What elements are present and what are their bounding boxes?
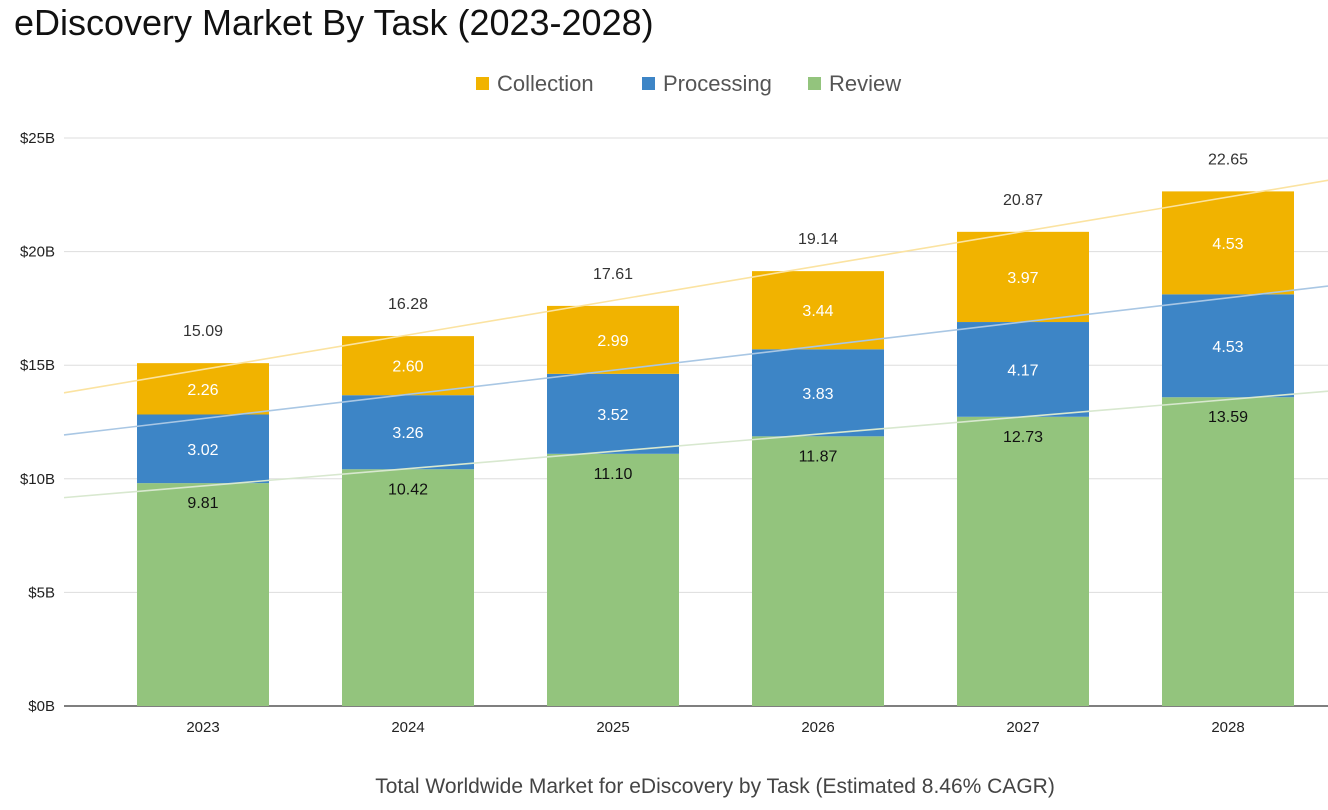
trendline-processing [63, 285, 1328, 436]
trendline-review [63, 390, 1328, 499]
legend-label-review: Review [829, 71, 901, 96]
bar-segment-collection [1162, 191, 1294, 295]
y-tick-label: $5B [28, 584, 55, 601]
data-label-collection: 2.26 [187, 382, 218, 399]
data-labels: 9.81 3.02 2.26 15.09 10.42 3.26 2.60 16.28 11.10… [183, 151, 1248, 512]
data-label-collection: 4.53 [1212, 236, 1243, 253]
bar-segment-review [547, 453, 679, 706]
bar-segment-processing [752, 349, 884, 437]
bar-segment-review [342, 469, 474, 706]
bar-segment-review [957, 416, 1089, 706]
bar-segment-processing [1162, 294, 1294, 398]
total-label: 22.65 [1208, 151, 1248, 168]
legend: Collection Processing Review [476, 71, 901, 96]
chart-title: eDiscovery Market By Task (2023-2028) [14, 2, 654, 43]
legend-label-processing: Processing [663, 71, 772, 96]
y-tick-label: $25B [20, 130, 55, 147]
bar-segment-collection [752, 271, 884, 350]
bar-segment-collection [957, 231, 1089, 323]
x-tick-label: 2024 [391, 719, 424, 736]
bar-segment-collection [137, 363, 269, 415]
y-tick-label: $15B [20, 357, 55, 374]
y-axis-ticks: $0B $5B $10B $15B $20B $25B [20, 130, 55, 715]
total-label: 16.28 [388, 296, 428, 313]
y-tick-label: $10B [20, 471, 55, 488]
bar-segment-review [137, 483, 269, 706]
gridlines [64, 137, 1328, 707]
data-label-processing: 4.53 [1212, 339, 1243, 356]
data-label-review: 9.81 [187, 495, 218, 512]
bar-segment-processing [957, 322, 1089, 417]
data-label-review: 12.73 [1003, 429, 1043, 446]
legend-swatch-collection [476, 77, 489, 90]
data-label-review: 10.42 [388, 481, 428, 498]
x-tick-label: 2025 [596, 719, 629, 736]
data-label-collection: 3.44 [802, 303, 833, 320]
x-tick-label: 2028 [1211, 719, 1244, 736]
data-label-review: 11.10 [594, 466, 633, 483]
bar-segment-review [752, 436, 884, 706]
data-label-review: 13.59 [1208, 409, 1248, 426]
bars [137, 191, 1294, 706]
data-label-processing: 3.52 [597, 407, 628, 424]
x-tick-label: 2027 [1006, 719, 1039, 736]
bar-segment-collection [547, 305, 679, 374]
bar-segment-collection [342, 336, 474, 396]
data-label-processing: 3.02 [187, 442, 218, 459]
data-label-processing: 4.17 [1007, 362, 1038, 379]
x-tick-label: 2023 [186, 719, 219, 736]
data-label-collection: 2.99 [597, 333, 628, 350]
y-tick-label: $0B [28, 698, 55, 715]
x-axis-ticks: 2023 2024 2025 2026 2027 2028 [186, 719, 1244, 736]
trendline-collection [63, 179, 1328, 394]
total-label: 20.87 [1003, 192, 1043, 209]
data-label-processing: 3.83 [802, 386, 833, 403]
x-tick-label: 2026 [801, 719, 834, 736]
x-axis-caption: Total Worldwide Market for eDiscovery by… [375, 775, 1055, 798]
trendlines [63, 179, 1328, 499]
legend-swatch-review [808, 77, 821, 90]
data-label-review: 11.87 [799, 448, 838, 465]
bar-segment-processing [342, 395, 474, 470]
total-label: 19.14 [798, 231, 838, 248]
legend-swatch-processing [642, 77, 655, 90]
data-label-collection: 2.60 [392, 359, 423, 376]
legend-label-collection: Collection [497, 71, 594, 96]
total-label: 17.61 [593, 266, 633, 283]
bar-segment-processing [547, 373, 679, 454]
data-label-processing: 3.26 [392, 425, 423, 442]
data-label-collection: 3.97 [1007, 270, 1038, 287]
y-tick-label: $20B [20, 244, 55, 261]
total-label: 15.09 [183, 323, 223, 340]
bar-segment-processing [137, 414, 269, 484]
bar-segment-review [1162, 397, 1294, 706]
